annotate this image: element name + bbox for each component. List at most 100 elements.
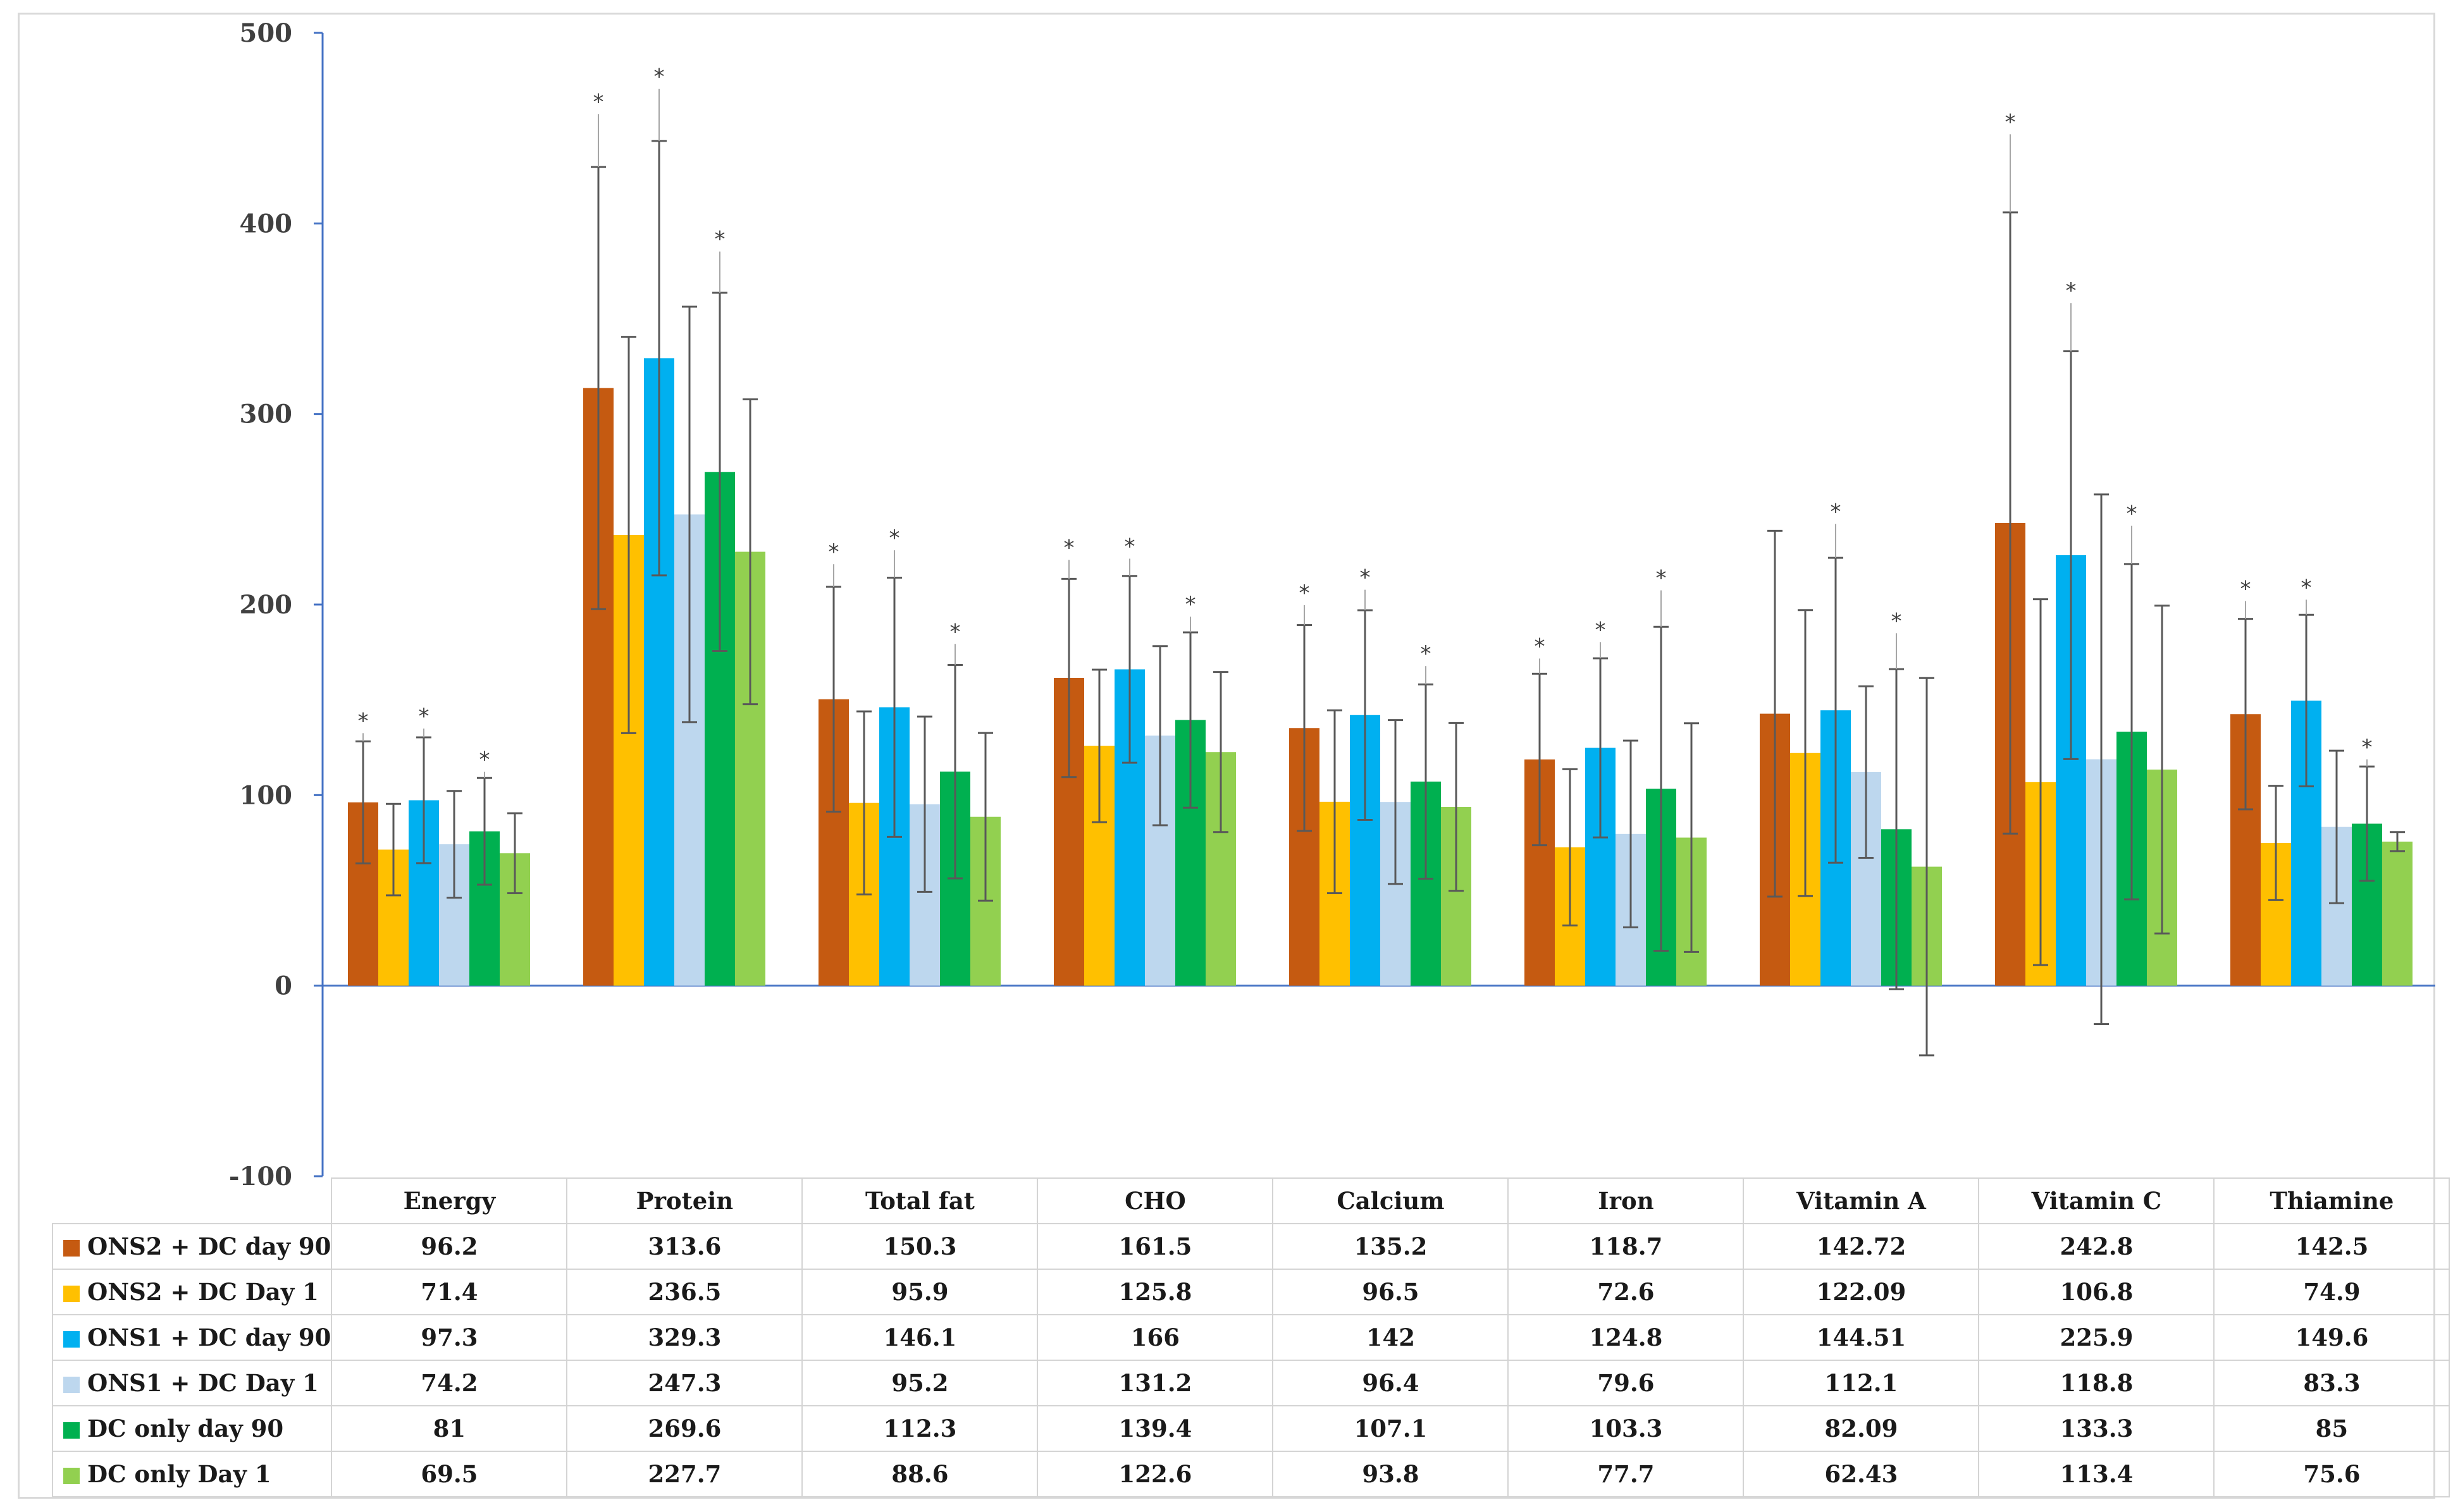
y-tick-label: 200 xyxy=(240,590,293,620)
legend-swatch xyxy=(63,1468,80,1484)
data-label: 144.51 xyxy=(1743,1314,1980,1361)
data-label: 133.3 xyxy=(1978,1405,2215,1452)
legend-label: ONS1 + DC Day 1 xyxy=(87,1369,319,1397)
y-tick-label: 300 xyxy=(240,400,293,429)
data-label: 227.7 xyxy=(566,1451,803,1497)
data-label: 329.3 xyxy=(566,1314,803,1361)
significance-marker: * xyxy=(950,619,961,644)
legend-swatch xyxy=(63,1240,80,1257)
significance-marker: * xyxy=(419,704,429,729)
y-tick-label: 100 xyxy=(240,780,293,810)
category-label: Vitamin C xyxy=(1978,1177,2215,1224)
category-label: Protein xyxy=(566,1177,803,1224)
legend-entry: ONS2 + DC Day 1 xyxy=(51,1269,333,1315)
data-label: 106.8 xyxy=(1978,1269,2215,1315)
category-label: CHO xyxy=(1037,1177,1274,1224)
data-label: 83.3 xyxy=(2213,1360,2450,1406)
significance-marker: * xyxy=(1891,608,1902,634)
data-label: 96.5 xyxy=(1272,1269,1509,1315)
significance-marker: * xyxy=(1656,566,1667,591)
significance-marker: * xyxy=(1595,617,1606,642)
data-label: 95.9 xyxy=(801,1269,1039,1315)
legend-label: ONS2 + DC day 90 xyxy=(87,1232,331,1260)
data-label: 103.3 xyxy=(1507,1405,1745,1452)
significance-marker: * xyxy=(358,708,369,734)
legend-swatch xyxy=(63,1422,80,1439)
legend-label: ONS1 + DC day 90 xyxy=(87,1324,331,1351)
table-corner xyxy=(53,1178,331,1224)
legend-entry: ONS1 + DC Day 1 xyxy=(51,1360,333,1406)
table-row: ONS2 + DC Day 1 71.4 236.5 95.9 125.8 96.5 72.… xyxy=(51,1269,2450,1315)
significance-marker: * xyxy=(1360,565,1371,591)
significance-marker: * xyxy=(2127,501,2137,527)
data-label: 150.3 xyxy=(801,1223,1039,1270)
data-label: 125.8 xyxy=(1037,1269,1274,1315)
data-table: Energy Protein Total fat CHO Calcium Iron Vita… xyxy=(51,1177,2450,1497)
legend-swatch xyxy=(63,1377,80,1393)
data-label: 142.5 xyxy=(2213,1223,2450,1270)
data-label: 139.4 xyxy=(1037,1405,1274,1452)
significance-marker: * xyxy=(1125,534,1135,559)
legend-swatch xyxy=(63,1286,80,1302)
significance-marker: * xyxy=(654,65,665,90)
significance-marker: * xyxy=(1299,581,1310,606)
significance-marker: * xyxy=(479,747,490,773)
data-label: 93.8 xyxy=(1272,1451,1509,1497)
significance-marker: * xyxy=(2066,278,2077,304)
data-label: 118.8 xyxy=(1978,1360,2215,1406)
y-tick-label: 400 xyxy=(240,209,293,238)
y-tick-label: -100 xyxy=(229,1162,292,1191)
significance-marker: * xyxy=(1064,535,1075,560)
significance-marker: * xyxy=(1421,641,1431,667)
table-row: ONS2 + DC day 90 96.2 313.6 150.3 161.5 135.2… xyxy=(51,1223,2450,1270)
data-label: 242.8 xyxy=(1978,1223,2215,1270)
data-label: 118.7 xyxy=(1507,1223,1745,1270)
data-label: 124.8 xyxy=(1507,1314,1745,1361)
significance-marker: * xyxy=(2362,735,2373,760)
y-tick-label: 0 xyxy=(275,971,292,1001)
significance-marker: * xyxy=(1535,634,1545,659)
data-label: 95.2 xyxy=(801,1360,1039,1406)
data-label: 69.5 xyxy=(331,1451,568,1497)
data-label: 96.4 xyxy=(1272,1360,1509,1406)
data-label: 135.2 xyxy=(1272,1223,1509,1270)
data-label: 72.6 xyxy=(1507,1269,1745,1315)
significance-marker: * xyxy=(2005,109,2016,135)
data-label: 122.09 xyxy=(1743,1269,1980,1315)
significance-marker: * xyxy=(889,526,900,551)
data-label: 97.3 xyxy=(331,1314,568,1361)
significance-marker: * xyxy=(829,539,839,565)
table-row: DC only day 90 81 269.6 112.3 139.4 107.1 103.… xyxy=(51,1405,2450,1452)
data-label: 79.6 xyxy=(1507,1360,1745,1406)
table-row: ONS1 + DC Day 1 74.2 247.3 95.2 131.2 96.4 79.… xyxy=(51,1360,2450,1406)
legend-entry: ONS1 + DC day 90 xyxy=(51,1314,333,1361)
data-label: 142 xyxy=(1272,1314,1509,1361)
data-label: 71.4 xyxy=(331,1269,568,1315)
significance-marker: * xyxy=(2240,576,2251,601)
data-label: 82.09 xyxy=(1743,1405,1980,1452)
bar xyxy=(2382,841,2413,986)
data-label: 269.6 xyxy=(566,1405,803,1452)
legend-entry: DC only Day 1 xyxy=(51,1451,333,1497)
significance-marker: * xyxy=(1831,500,1841,525)
data-label: 112.1 xyxy=(1743,1360,1980,1406)
data-label: 113.4 xyxy=(1978,1451,2215,1497)
data-label: 161.5 xyxy=(1037,1223,1274,1270)
legend-swatch xyxy=(63,1331,80,1348)
data-label: 77.7 xyxy=(1507,1451,1745,1497)
legend-label: DC only Day 1 xyxy=(87,1460,271,1488)
data-label: 166 xyxy=(1037,1314,1274,1361)
category-label: Energy xyxy=(331,1177,568,1224)
data-label: 62.43 xyxy=(1743,1451,1980,1497)
data-label: 236.5 xyxy=(566,1269,803,1315)
data-label: 74.9 xyxy=(2213,1269,2450,1315)
data-label: 96.2 xyxy=(331,1223,568,1270)
significance-marker: * xyxy=(715,227,726,252)
table-body: ONS2 + DC day 90 96.2 313.6 150.3 161.5 135.2… xyxy=(51,1223,2450,1497)
data-label: 112.3 xyxy=(801,1405,1039,1452)
y-tick-label: 500 xyxy=(240,18,293,48)
category-label: Iron xyxy=(1507,1177,1745,1224)
category-label: Total fat xyxy=(801,1177,1039,1224)
data-label: 146.1 xyxy=(801,1314,1039,1361)
legend-label: ONS2 + DC Day 1 xyxy=(87,1278,319,1306)
